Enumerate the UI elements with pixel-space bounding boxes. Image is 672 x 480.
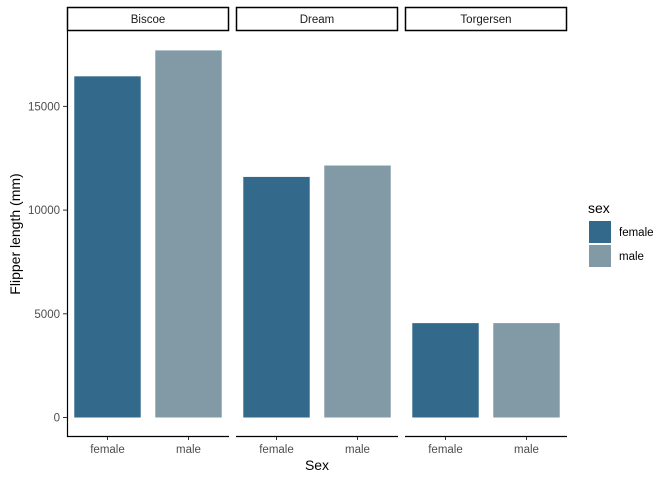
panel-dream: Dream female male	[235, 6, 399, 456]
x-tick-label: female	[90, 444, 125, 456]
x-tick-label: male	[514, 444, 539, 456]
y-tick-label: 15000	[28, 101, 60, 113]
x-tick-label: female	[428, 444, 463, 456]
facet-strip-label: Torgersen	[460, 14, 511, 26]
legend: sex female male	[588, 200, 654, 267]
y-axis: 0 5000 10000 15000	[28, 31, 69, 437]
legend-swatch-male	[589, 245, 611, 267]
y-tick-label: 5000	[34, 309, 60, 321]
facet-strip	[404, 6, 568, 32]
x-tick-label: female	[259, 444, 294, 456]
panel-biscoe: Biscoe female male	[66, 6, 230, 456]
y-tick-label: 0	[54, 413, 60, 425]
x-tick-label: male	[345, 444, 370, 456]
bar-dream-female	[243, 176, 310, 418]
bar-dream-male	[324, 165, 391, 418]
bar-biscoe-female	[74, 76, 141, 418]
facet-strip	[66, 6, 230, 32]
legend-swatch-female	[589, 221, 611, 243]
facet-strip-label: Dream	[300, 14, 335, 26]
facet-strip	[235, 6, 399, 32]
legend-title: sex	[588, 200, 610, 216]
x-tick-label: male	[176, 444, 201, 456]
y-axis-title: Flipper length (mm)	[7, 173, 23, 294]
facet-strip-label: Biscoe	[131, 14, 166, 26]
bar-torgersen-male	[493, 323, 560, 418]
panel-torgersen: Torgersen female male	[404, 6, 568, 456]
legend-label-female: female	[619, 227, 654, 239]
bar-biscoe-male	[155, 50, 222, 418]
y-tick-label: 10000	[28, 205, 60, 217]
x-axis-title: Sex	[305, 457, 329, 473]
legend-label-male: male	[619, 251, 644, 263]
bar-torgersen-female	[412, 323, 479, 418]
